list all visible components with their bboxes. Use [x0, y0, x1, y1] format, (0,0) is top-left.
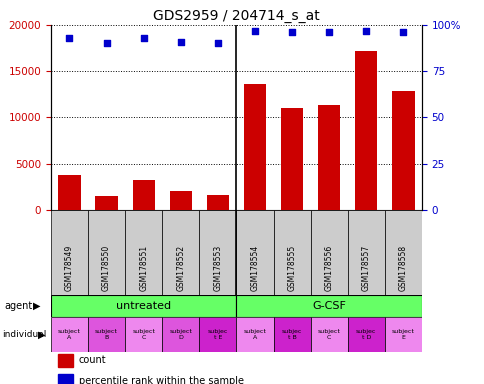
Text: subject
B: subject B	[95, 329, 118, 340]
Bar	[347, 317, 384, 352]
Text: percentile rank within the sample: percentile rank within the sample	[78, 376, 243, 384]
Text: GSM178554: GSM178554	[250, 245, 259, 291]
Text: subject
D: subject D	[169, 329, 192, 340]
Text: GSM178558: GSM178558	[398, 245, 407, 291]
Text: GSM178557: GSM178557	[361, 245, 370, 291]
Bar	[206, 195, 228, 210]
Bar	[392, 91, 414, 210]
Point	[325, 29, 333, 35]
Text: subject
E: subject E	[391, 329, 414, 340]
Text: count: count	[78, 356, 106, 366]
Bar	[310, 210, 347, 295]
Text: subject
C: subject C	[317, 329, 340, 340]
Text: subject
A: subject A	[243, 329, 266, 340]
Text: ▶: ▶	[33, 301, 40, 311]
Bar	[236, 317, 273, 352]
Bar	[51, 317, 88, 352]
Text: individual: individual	[2, 330, 46, 339]
Point	[103, 40, 110, 46]
Bar	[273, 317, 310, 352]
Bar	[354, 51, 377, 210]
Bar	[384, 317, 421, 352]
Bar	[199, 317, 236, 352]
Bar	[95, 196, 118, 210]
Point	[177, 38, 184, 45]
Bar	[125, 210, 162, 295]
Text: GSM178549: GSM178549	[65, 245, 74, 291]
Text: subjec
t E: subjec t E	[207, 329, 227, 340]
Bar	[125, 317, 162, 352]
Bar	[162, 210, 199, 295]
Point	[251, 27, 258, 33]
Bar	[58, 354, 73, 367]
Bar	[273, 210, 310, 295]
Bar	[58, 374, 73, 384]
Bar	[162, 317, 199, 352]
Bar	[347, 210, 384, 295]
Bar	[132, 180, 154, 210]
Text: GSM178551: GSM178551	[139, 245, 148, 291]
Point	[287, 29, 295, 35]
Bar	[88, 317, 125, 352]
Text: GSM178553: GSM178553	[213, 245, 222, 291]
Bar	[318, 104, 340, 210]
Text: GSM178550: GSM178550	[102, 245, 111, 291]
Bar	[384, 210, 421, 295]
Text: subjec
t D: subjec t D	[355, 329, 376, 340]
Bar	[51, 295, 236, 317]
Bar	[236, 295, 421, 317]
Text: subject
C: subject C	[132, 329, 155, 340]
Bar	[280, 108, 302, 210]
Text: agent: agent	[5, 301, 33, 311]
Text: GSM178556: GSM178556	[324, 245, 333, 291]
Bar	[88, 210, 125, 295]
Text: ▶: ▶	[38, 329, 45, 339]
Bar	[310, 317, 347, 352]
Bar	[58, 175, 80, 210]
Text: GSM178555: GSM178555	[287, 245, 296, 291]
Bar	[51, 210, 88, 295]
Point	[139, 35, 147, 41]
Text: G-CSF: G-CSF	[312, 301, 346, 311]
Point	[362, 27, 369, 33]
Text: untreated: untreated	[116, 301, 171, 311]
Bar	[236, 210, 273, 295]
Point	[65, 35, 73, 41]
Bar	[199, 210, 236, 295]
Point	[213, 40, 221, 46]
Bar	[243, 84, 266, 210]
Point	[399, 29, 407, 35]
Title: GDS2959 / 204714_s_at: GDS2959 / 204714_s_at	[153, 8, 319, 23]
Bar	[169, 190, 192, 210]
Text: subject
A: subject A	[58, 329, 81, 340]
Text: GSM178552: GSM178552	[176, 245, 185, 291]
Text: subjec
t B: subjec t B	[281, 329, 302, 340]
